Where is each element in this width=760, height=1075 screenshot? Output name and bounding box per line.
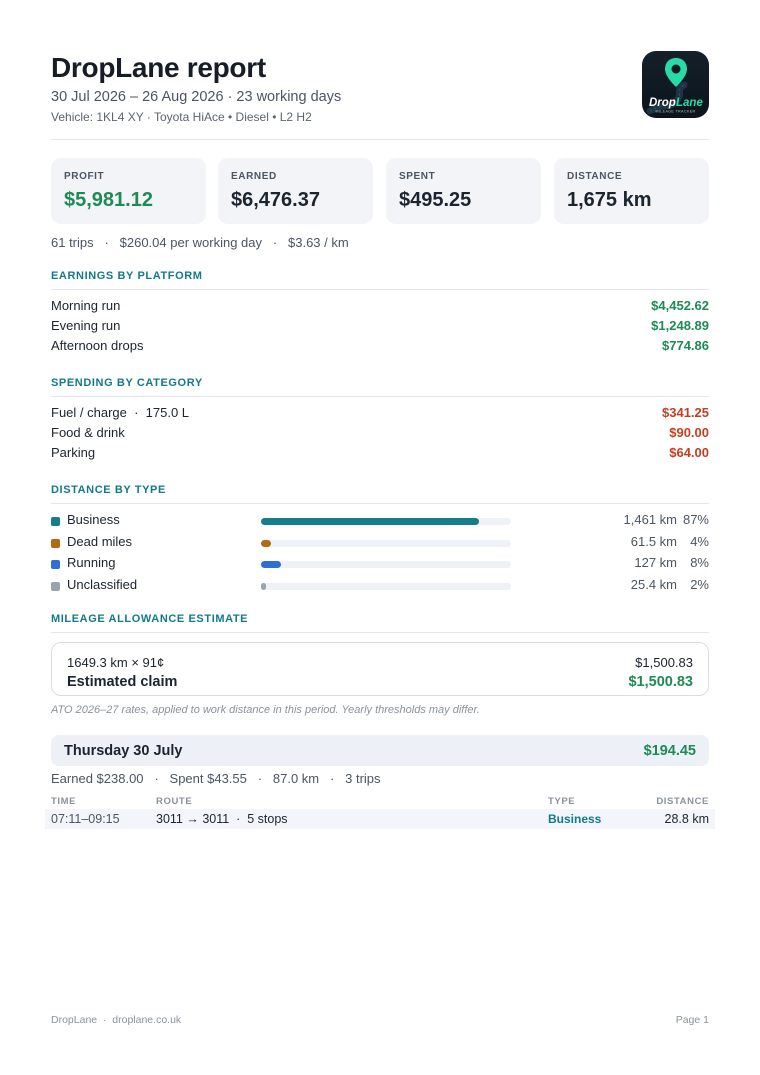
card-value: 1,675 km <box>567 189 652 211</box>
row-value: $341.25 <box>662 405 709 420</box>
logo-word-drop: Drop <box>649 97 676 109</box>
card-value: $5,981.12 <box>64 189 153 211</box>
estimated-claim-value: $1,500.83 <box>628 674 693 690</box>
earnings-row: Evening run $1,248.89 <box>51 318 709 338</box>
page-number: Page 1 <box>675 1014 709 1026</box>
distance-bar-fill <box>261 518 479 525</box>
legend-swatch <box>51 582 60 591</box>
distance-bar-fill <box>261 540 271 547</box>
earnings-row: Morning run $4,452.62 <box>51 298 709 318</box>
distance-km: 127 km <box>634 555 677 570</box>
droplane-logo: Drop Lane MILEAGE TRACKER <box>642 51 709 118</box>
row-label: Afternoon drops <box>51 338 144 353</box>
row-value: $4,452.62 <box>651 298 709 313</box>
column-header-distance: DISTANCE <box>656 796 709 807</box>
day-title: Thursday 30 July <box>64 743 183 759</box>
distance-bar-fill <box>261 583 266 590</box>
distance-bar-track <box>261 583 511 590</box>
distance-label: Dead miles <box>67 534 133 549</box>
trip-summary: 61 trips · $260.04 per working day · $3.… <box>51 235 349 250</box>
claim-calculation-value: $1,500.83 <box>635 655 693 670</box>
row-value: $64.00 <box>669 445 709 460</box>
distance-row: Running 127 km 8% <box>51 555 709 575</box>
day-total: $194.45 <box>643 743 696 759</box>
spending-heading: SPENDING BY CATEGORY <box>51 377 709 397</box>
page-title: DropLane report <box>51 52 266 83</box>
column-header-route: ROUTE <box>156 796 193 807</box>
distance-percent: 8% <box>690 555 709 570</box>
card-value: $495.25 <box>399 189 472 211</box>
earned-card: EARNED $6,476.37 <box>218 158 373 224</box>
spending-row: Parking $64.00 <box>51 445 709 465</box>
claim-calculation: 1649.3 km × 91¢ <box>67 655 165 670</box>
column-header-time: TIME <box>51 796 77 807</box>
distance-heading: DISTANCE BY TYPE <box>51 484 709 504</box>
distance-label: Unclassified <box>67 577 138 592</box>
table-row <box>45 809 715 829</box>
distance-card: DISTANCE 1,675 km <box>554 158 709 224</box>
footer-brand: DropLane · droplane.co.uk <box>51 1014 182 1026</box>
distance-row: Unclassified 25.4 km 2% <box>51 577 709 597</box>
row-value: $90.00 <box>669 425 709 440</box>
trip-distance: 28.8 km <box>664 812 709 826</box>
report-period: 30 Jul 2026 – 26 Aug 2026 · 23 working d… <box>51 89 342 105</box>
trip-type: Business <box>548 812 602 826</box>
column-header-type: TYPE <box>548 796 576 807</box>
card-value: $6,476.37 <box>231 189 320 211</box>
mileage-claim-box: 1649.3 km × 91¢ $1,500.83 Estimated clai… <box>51 642 709 696</box>
earnings-heading: EARNINGS BY PLATFORM <box>51 270 709 290</box>
distance-percent: 2% <box>690 577 709 592</box>
kpi-cards: PROFIT $5,981.12 EARNED $6,476.37 SPENT … <box>51 158 709 224</box>
card-label: PROFIT <box>64 171 105 182</box>
distance-bar-track <box>261 518 511 525</box>
distance-bar-fill <box>261 561 281 568</box>
rates-note: ATO 2026–27 rates, applied to work dista… <box>51 704 480 716</box>
report-header: DropLane report 30 Jul 2026 – 26 Aug 202… <box>51 0 709 140</box>
row-label: Morning run <box>51 298 121 313</box>
distance-km: 61.5 km <box>630 534 677 549</box>
distance-percent: 4% <box>690 534 709 549</box>
legend-swatch <box>51 560 60 569</box>
earnings-row: Afternoon drops $774.86 <box>51 338 709 358</box>
day-header: Thursday 30 July $194.45 <box>51 735 709 766</box>
distance-percent: 87% <box>682 512 709 527</box>
row-label: Parking <box>51 445 96 460</box>
logo-word-lane: Lane <box>676 97 703 109</box>
spending-row: Fuel / charge · 175.0 L $341.25 <box>51 405 709 425</box>
mileage-heading: MILEAGE ALLOWANCE ESTIMATE <box>51 613 709 633</box>
distance-row: Dead miles 61.5 km 4% <box>51 534 709 554</box>
trip-time: 07:11–09:15 <box>51 812 120 826</box>
row-label: Food & drink <box>51 425 125 440</box>
card-label: EARNED <box>231 171 277 182</box>
vehicle-info: Vehicle: 1KL4 XY · Toyota HiAce • Diesel… <box>51 110 312 124</box>
trip-route: 3011 → 3011 · 5 stops <box>156 812 288 826</box>
profit-card: PROFIT $5,981.12 <box>51 158 206 224</box>
spent-card: SPENT $495.25 <box>386 158 541 224</box>
distance-km: 1,461 km <box>623 512 677 527</box>
day-summary: Earned $238.00 · Spent $43.55 · 87.0 km … <box>51 771 381 786</box>
row-value: $1,248.89 <box>651 318 709 333</box>
distance-bar-track <box>261 561 511 568</box>
row-label: Fuel / charge · 175.0 L <box>51 405 190 420</box>
card-label: SPENT <box>399 171 436 182</box>
card-label: DISTANCE <box>567 171 623 182</box>
map-pin-icon <box>665 58 687 87</box>
estimated-claim-label: Estimated claim <box>67 674 178 690</box>
distance-km: 25.4 km <box>630 577 677 592</box>
spending-row: Food & drink $90.00 <box>51 425 709 445</box>
distance-label: Running <box>67 555 116 570</box>
distance-bar-track <box>261 540 511 547</box>
legend-swatch <box>51 539 60 548</box>
report-page: DropLane report 30 Jul 2026 – 26 Aug 202… <box>45 0 715 1026</box>
row-label: Evening run <box>51 318 121 333</box>
distance-row: Business 1,461 km 87% <box>51 512 709 532</box>
distance-label: Business <box>67 512 120 527</box>
legend-swatch <box>51 517 60 526</box>
logo-tagline: MILEAGE TRACKER <box>655 110 695 114</box>
row-value: $774.86 <box>662 338 709 353</box>
